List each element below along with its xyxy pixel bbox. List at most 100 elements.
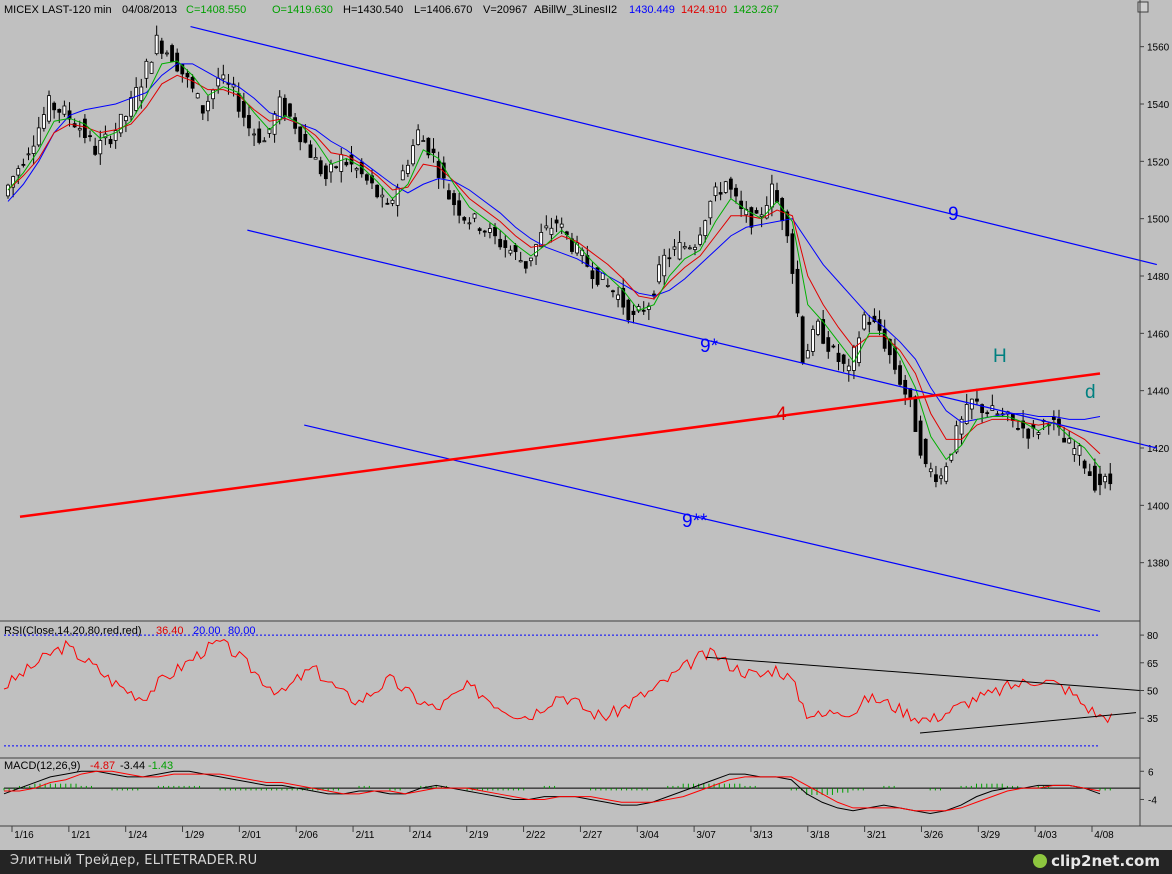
time-tick-label: 3/13: [753, 830, 773, 841]
candle-body: [452, 193, 456, 206]
ma-blue-line: [7, 63, 1101, 423]
candle-body: [728, 178, 733, 190]
footer-caption: Элитный Трейдер, ELITETRADER.RU: [10, 853, 258, 868]
candle-body: [657, 264, 661, 283]
candle-body: [262, 140, 267, 143]
candle-body: [759, 214, 764, 218]
candle-body: [488, 228, 492, 233]
candle-body: [959, 418, 964, 435]
clip2net-logo[interactable]: clip2net.com: [1033, 852, 1160, 870]
rsi-pane: RSI(Close,14,20,80,red,red) 36.40 20.00 …: [3, 625, 1159, 747]
candle-body: [221, 74, 226, 80]
candle-body: [539, 232, 544, 248]
clip2net-brand: clip2net.com: [1051, 852, 1160, 870]
candle-body: [1072, 448, 1077, 456]
candle-body: [846, 365, 851, 372]
candle-body: [734, 187, 738, 197]
candle-body: [308, 144, 313, 158]
price-tick-label: 1400: [1147, 501, 1170, 512]
time-tick-label: 1/29: [185, 830, 205, 841]
indicator-blue-value: 1430.449: [629, 4, 675, 16]
candle-body: [811, 329, 815, 352]
channel-line-9: [190, 26, 1157, 266]
macd-signal-line: [4, 770, 1101, 812]
candle-body: [1098, 473, 1102, 486]
candle-body: [631, 310, 636, 315]
candle-body: [93, 145, 98, 155]
candle-body: [195, 93, 200, 99]
candle-body: [1062, 437, 1067, 443]
candle-body: [908, 388, 913, 398]
price-tick-label: 1480: [1147, 272, 1170, 283]
candle-body: [708, 200, 713, 219]
time-tick-label: 1/24: [128, 830, 148, 841]
price-tick-label: 1440: [1147, 387, 1170, 398]
candle-body: [713, 186, 718, 197]
footer-bar: Элитный Трейдер, ELITETRADER.RU clip2net…: [0, 850, 1172, 874]
candle-body: [1010, 413, 1015, 421]
candle-body: [252, 133, 256, 136]
annotation-4: 4: [776, 404, 787, 425]
rsi-low-level: 20.00: [193, 625, 221, 637]
time-tick-label: 3/07: [696, 830, 716, 841]
candle-body: [318, 160, 323, 175]
close-label: C=1408.550: [186, 4, 246, 16]
candle-body: [282, 97, 287, 117]
candle-body: [641, 309, 646, 312]
rsi-line: [3, 638, 1113, 724]
candle-body: [816, 320, 820, 335]
candle-body: [621, 287, 626, 308]
candle-body: [354, 168, 359, 171]
candle-body: [1087, 471, 1092, 476]
indicator-label: ABillW_3LinesII2: [534, 4, 617, 16]
candle-body: [385, 202, 390, 205]
macd-tick-label: 6: [1148, 767, 1154, 778]
time-tick-label: 2/11: [356, 830, 375, 841]
candle-body: [554, 219, 559, 224]
candle-body: [934, 474, 938, 483]
price-tick-label: 1520: [1147, 157, 1170, 168]
candle-body: [862, 314, 867, 330]
candle-body: [995, 413, 1000, 416]
candle-body: [334, 166, 339, 169]
ma-green-line: [7, 60, 1101, 469]
candle-body: [323, 165, 328, 180]
maximize-button[interactable]: [1137, 1, 1149, 13]
candle-body: [1036, 432, 1041, 435]
candle-body: [549, 227, 554, 235]
low-label: L=1406.670: [414, 4, 472, 16]
rsi-upper-trendline: [705, 656, 1141, 691]
candle-body: [88, 135, 92, 138]
candle-body: [216, 77, 221, 87]
clip2net-icon: [1033, 854, 1048, 868]
candle-body: [267, 128, 272, 134]
candle-body: [462, 217, 467, 221]
candle-body: [472, 213, 477, 219]
ma-red-line: [7, 74, 1101, 455]
instrument-label: MICEX LAST-120 min: [4, 4, 112, 16]
candle-body: [544, 225, 549, 229]
candle-body: [1067, 438, 1072, 444]
candle-body: [503, 240, 508, 248]
price-tick-label: 1380: [1147, 559, 1170, 570]
candle-body: [421, 140, 426, 142]
candle-body: [1077, 445, 1082, 456]
candle-body: [1051, 416, 1056, 420]
candle-body: [677, 241, 682, 260]
candle-body: [36, 127, 41, 146]
candle-body: [493, 226, 497, 237]
candle-body: [867, 321, 872, 325]
candle-body: [6, 184, 10, 197]
candle-body: [590, 270, 595, 280]
candle-body: [329, 163, 333, 173]
open-label: O=1419.630: [272, 4, 333, 16]
time-axis: 1/16 1/21 1/24 1/29 2/01 2/06 2/11 2/14 2/19 2/22…: [11, 826, 1114, 841]
macd-value-2: -3.44: [120, 760, 145, 772]
candle-body: [698, 234, 703, 245]
candle-body: [898, 365, 902, 385]
candle-body: [364, 174, 369, 181]
candle-body: [928, 468, 933, 473]
candle-body: [508, 249, 513, 254]
rsi-high-level: 80.00: [228, 625, 256, 637]
candle-body: [744, 208, 749, 216]
